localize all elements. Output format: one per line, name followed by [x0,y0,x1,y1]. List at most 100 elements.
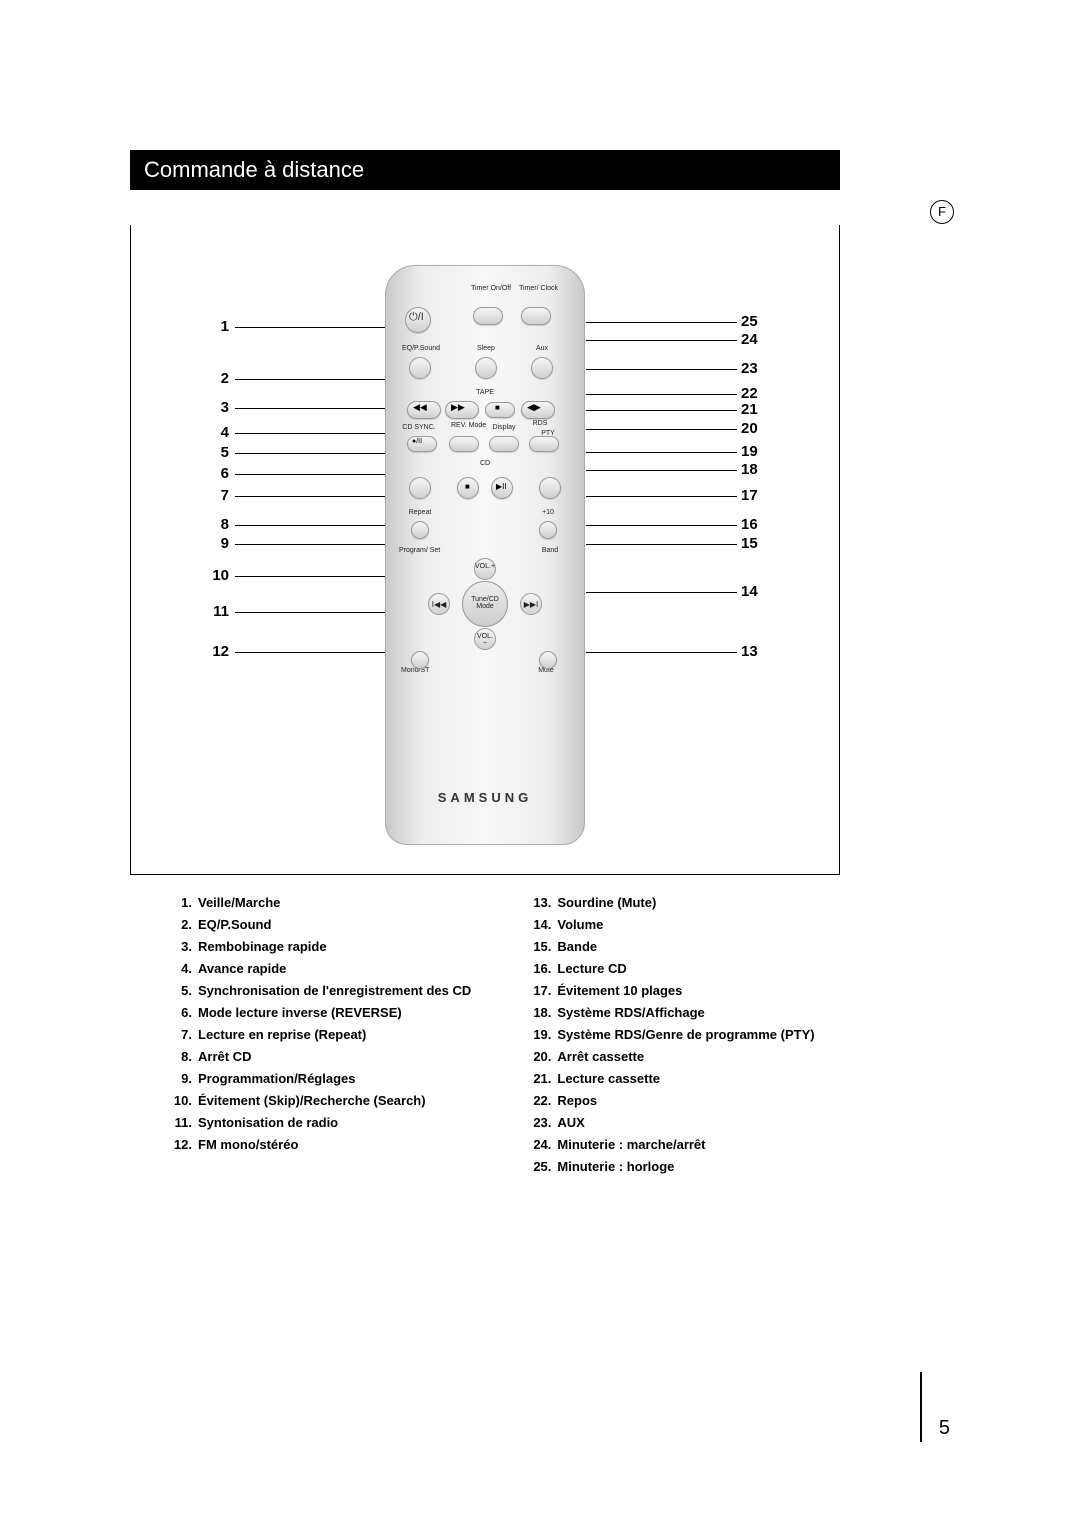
callout-leader [586,410,737,411]
legend-item: 14.Volume [529,917,830,932]
legend-item: 3.Rembobinage rapide [170,939,489,954]
skip-prev-button[interactable]: I◀◀ [428,593,450,615]
legend-item-number: 14. [529,917,557,932]
timer-onoff-button[interactable] [473,307,503,325]
language-badge: F [930,200,954,224]
legend-item: 18.Système RDS/Affichage [529,1005,830,1020]
plus10-button[interactable] [539,521,557,539]
callout-leader [586,592,737,593]
repeat-button[interactable] [411,521,429,539]
legend-item: 25.Minuterie : horloge [529,1159,830,1174]
timer-clock-button[interactable] [521,307,551,325]
legend-item: 21.Lecture cassette [529,1071,830,1086]
label-cd: CD [470,460,500,467]
cd-stop-icon: ■ [465,482,470,491]
legend-item-number: 23. [529,1115,557,1130]
callout-number-right: 20 [741,420,781,437]
callout-number-right: 23 [741,360,781,377]
legend-right-column: 13.Sourdine (Mute)14.Volume15.Bande16.Le… [529,895,830,1181]
callout-leader [235,408,386,409]
legend-item: 8.Arrêt CD [170,1049,489,1064]
callout-leader [586,340,737,341]
legend-item: 22.Repos [529,1093,830,1108]
legend-item-text: Minuterie : horloge [557,1159,830,1174]
legend-item-number: 24. [529,1137,557,1152]
label-tape: TAPE [470,389,500,396]
legend-left-column: 1.Veille/Marche2.EQ/P.Sound3.Rembobinage… [170,895,489,1181]
legend-item: 16.Lecture CD [529,961,830,976]
callout-number-left: 4 [189,424,229,441]
legend-item: 12.FM mono/stéréo [170,1137,489,1152]
legend-item-text: Lecture cassette [557,1071,830,1086]
callout-leader [586,322,737,323]
callout-leader [586,544,737,545]
display-button[interactable] [489,436,519,452]
legend-item-text: Mode lecture inverse (REVERSE) [198,1005,489,1020]
legend-item-number: 22. [529,1093,557,1108]
legend-item: 7.Lecture en reprise (Repeat) [170,1027,489,1042]
remote-control-illustration: Timer On/Off Timer/ Clock ⏻/I EQ/P.Sound… [385,265,585,845]
legend-item-text: Rembobinage rapide [198,939,489,954]
callout-leader [586,652,737,653]
callout-leader [235,433,386,434]
label-rds: RDS [525,420,555,427]
legend-item-number: 18. [529,1005,557,1020]
legend-item-number: 4. [170,961,198,976]
callout-number-right: 19 [741,443,781,460]
tape-stop-button[interactable] [485,402,515,418]
legend-item: 24.Minuterie : marche/arrêt [529,1137,830,1152]
monost-button[interactable] [411,651,429,669]
legend-item-text: FM mono/stéréo [198,1137,489,1152]
callout-number-right: 24 [741,331,781,348]
rewind-icon: ◀◀ [413,402,427,413]
legend-item: 5.Synchronisation de l'enregistrement de… [170,983,489,998]
label-revmode: REV. Mode [451,422,481,429]
legend-item: 6.Mode lecture inverse (REVERSE) [170,1005,489,1020]
label-display: Display [489,424,519,431]
legend-item-text: Sourdine (Mute) [557,895,830,910]
callout-number-left: 6 [189,465,229,482]
callout-leader [235,544,386,545]
label-cdsync: CD SYNC. [399,424,439,431]
callout-leader [586,496,737,497]
callout-leader [235,576,386,577]
tape-play-icon: ◀▶ [527,402,541,413]
legend-item-number: 19. [529,1027,557,1042]
tape-stop-icon: ■ [495,403,500,412]
legend-item-number: 8. [170,1049,198,1064]
legend-item-number: 2. [170,917,198,932]
legend-item-number: 21. [529,1071,557,1086]
skip-next-button[interactable]: ▶▶I [520,593,542,615]
eq-button[interactable] [409,357,431,379]
legend-item: 11.Syntonisation de radio [170,1115,489,1130]
legend-item-number: 10. [170,1093,198,1108]
legend-item-text: Système RDS/Affichage [557,1005,830,1020]
legend: 1.Veille/Marche2.EQ/P.Sound3.Rembobinage… [170,895,830,1181]
label-sleep: Sleep [471,345,501,352]
cd-prev-button[interactable] [409,477,431,499]
cd-next-button[interactable] [539,477,561,499]
vol-down-button[interactable]: VOL.− [474,628,496,650]
edge-rule [920,1372,922,1442]
legend-item-number: 1. [170,895,198,910]
legend-item-number: 12. [170,1137,198,1152]
callout-leader [235,453,386,454]
pty-button[interactable] [529,436,559,452]
callout-leader [235,379,386,380]
legend-item-text: Arrêt CD [198,1049,489,1064]
tune-mode-button[interactable]: Tune/CD Mode [462,581,508,627]
sleep-button[interactable] [475,357,497,379]
legend-item-text: Bande [557,939,830,954]
legend-item-number: 11. [170,1115,198,1130]
revmode-button[interactable] [449,436,479,452]
vol-up-button[interactable]: VOL.+ [474,558,496,580]
legend-item-number: 17. [529,983,557,998]
aux-button[interactable] [531,357,553,379]
callout-leader [235,525,386,526]
callout-number-left: 5 [189,444,229,461]
label-repeat: Repeat [403,509,437,516]
callout-number-right: 14 [741,583,781,600]
callout-leader [586,369,737,370]
mute-button[interactable] [539,651,557,669]
label-timer-clock: Timer/ Clock [519,285,549,292]
